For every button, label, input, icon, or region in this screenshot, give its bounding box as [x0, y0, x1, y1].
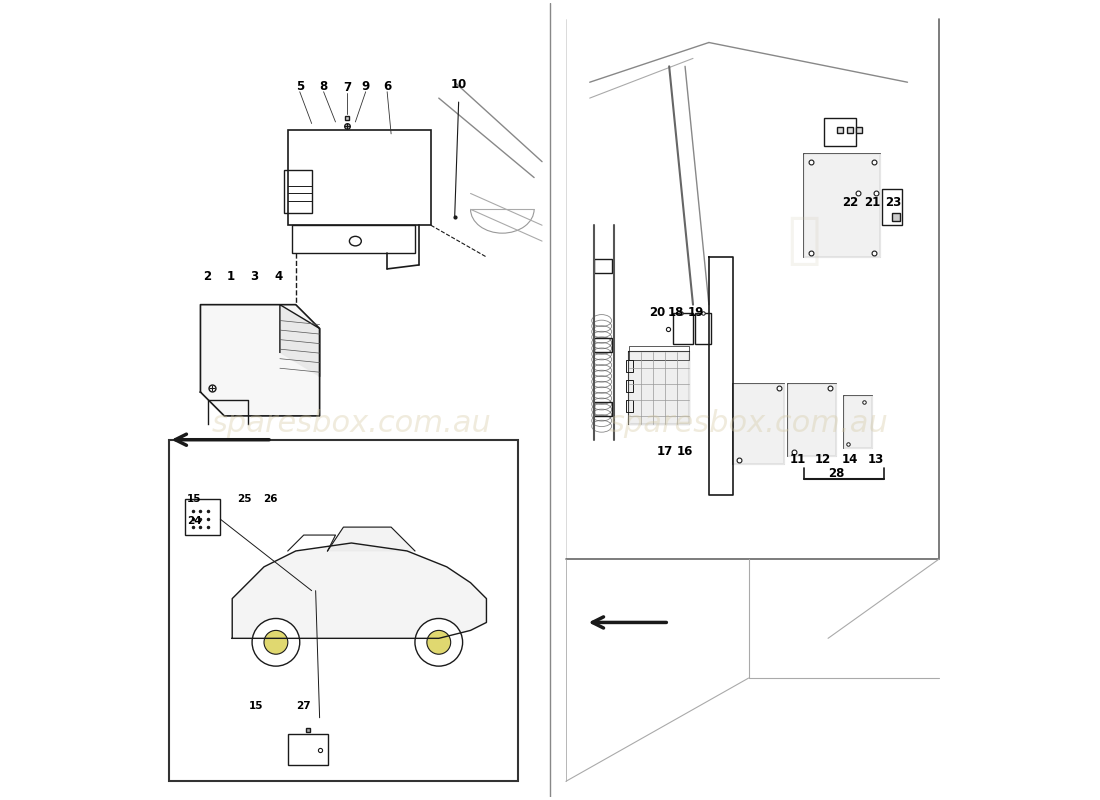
Bar	[594, 402, 612, 416]
Bar	[695, 313, 712, 344]
Bar	[288, 130, 431, 226]
Text: 15: 15	[249, 701, 263, 711]
Bar	[673, 313, 693, 344]
Circle shape	[415, 618, 463, 666]
Bar	[168, 440, 518, 782]
Bar	[626, 360, 632, 372]
Text: 16: 16	[676, 445, 693, 458]
Bar	[626, 380, 632, 392]
Text: 1: 1	[227, 270, 234, 283]
Text: 12: 12	[814, 453, 830, 466]
Bar	[292, 226, 415, 253]
Bar	[594, 258, 612, 273]
Text: 9: 9	[362, 80, 370, 93]
Bar	[594, 338, 612, 352]
Circle shape	[252, 618, 300, 666]
Polygon shape	[789, 384, 836, 456]
Bar	[789, 384, 836, 456]
Text: 20: 20	[649, 306, 666, 319]
Bar	[629, 352, 689, 424]
Bar	[882, 190, 902, 226]
Polygon shape	[279, 305, 320, 376]
Polygon shape	[629, 352, 689, 424]
Circle shape	[427, 630, 451, 654]
Bar	[284, 170, 311, 214]
Text: sparesbox.com.au: sparesbox.com.au	[211, 410, 492, 438]
Text: 6: 6	[383, 80, 392, 93]
Text: 14: 14	[843, 453, 858, 466]
Polygon shape	[804, 154, 880, 257]
Polygon shape	[232, 543, 486, 638]
Text: 8: 8	[319, 80, 328, 93]
Text: 24: 24	[187, 516, 201, 526]
Circle shape	[264, 630, 288, 654]
Text: 23: 23	[886, 197, 901, 210]
Text: 27: 27	[296, 701, 311, 711]
Bar	[629, 346, 689, 360]
Bar	[733, 384, 784, 463]
Polygon shape	[844, 396, 872, 448]
Text: 26: 26	[263, 494, 277, 504]
Bar	[824, 118, 856, 146]
Text: 18: 18	[668, 306, 684, 319]
Text: ⓟ: ⓟ	[788, 214, 821, 268]
Text: 11: 11	[790, 453, 806, 466]
Text: 28: 28	[828, 466, 844, 479]
Text: 7: 7	[343, 82, 352, 94]
Text: 25: 25	[236, 494, 252, 504]
Polygon shape	[200, 305, 320, 416]
Text: 17: 17	[657, 445, 673, 458]
Polygon shape	[733, 384, 784, 463]
Text: 5: 5	[296, 80, 304, 93]
Text: 22: 22	[843, 197, 858, 210]
Bar	[185, 499, 220, 535]
Text: 4: 4	[274, 270, 283, 283]
Text: 3: 3	[251, 270, 258, 283]
Polygon shape	[328, 527, 415, 551]
Bar	[804, 154, 880, 257]
Text: 21: 21	[864, 197, 880, 210]
Bar	[626, 400, 632, 412]
Ellipse shape	[350, 236, 361, 246]
Bar	[844, 396, 871, 448]
Text: sparesbox.com.au: sparesbox.com.au	[608, 410, 889, 438]
Text: 2: 2	[202, 270, 211, 283]
Text: 19: 19	[688, 306, 704, 319]
Text: 10: 10	[451, 78, 466, 91]
Bar	[288, 734, 328, 766]
Text: 15: 15	[187, 494, 201, 504]
Text: 13: 13	[868, 453, 883, 466]
